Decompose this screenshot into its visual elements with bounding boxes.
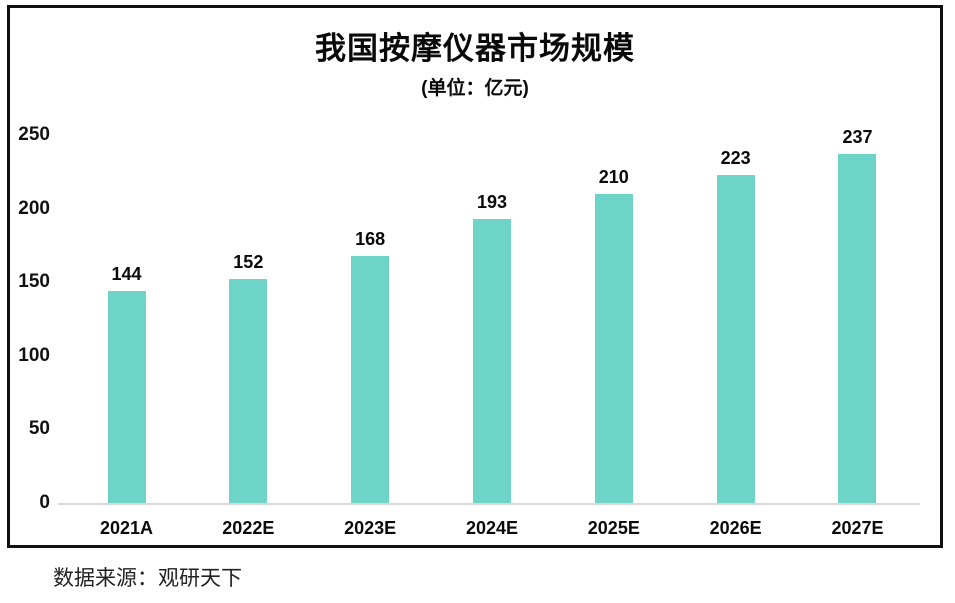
x-axis-tick-label: 2025E: [587, 518, 640, 538]
x-axis-tick-label: 2024E: [465, 518, 519, 538]
y-axis-tick-label: 0: [39, 492, 50, 513]
x-axis-tick-label: 2021A: [99, 518, 154, 538]
bar-value-label: 237: [842, 127, 873, 147]
bar-value-label: 152: [233, 252, 264, 272]
bar-2025E: [594, 194, 633, 503]
y-axis-tick-label: 150: [18, 271, 50, 293]
bar-2023E: [351, 256, 390, 503]
chart-title: 我国按摩仪器市场规模: [315, 31, 635, 66]
x-axis-tick-label: 2026E: [709, 518, 762, 538]
chart-subtitle: (单位：亿元): [421, 78, 529, 99]
bar-value-label: 193: [476, 192, 507, 212]
bar-value-label: 210: [598, 167, 629, 187]
y-axis-tick-label: 250: [18, 124, 50, 145]
y-axis-tick-label: 100: [18, 344, 50, 366]
y-axis-tick-label: 200: [18, 197, 50, 219]
x-axis-tick-label: 2023E: [344, 518, 397, 538]
bar-2024E: [472, 219, 511, 503]
chart-frame: 我国按摩仪器市场规模 (单位：亿元) 0 50 100 150 200 250 144 202…: [7, 5, 943, 548]
bar-2027E: [838, 154, 877, 503]
x-axis-tick-label: 2027E: [831, 518, 884, 538]
bar-2021A: [107, 291, 146, 503]
y-axis-tick-label: 50: [28, 418, 50, 440]
bar-2022E: [229, 279, 268, 503]
x-axis-tick-label: 2022E: [222, 518, 275, 538]
bar-value-label: 223: [720, 148, 751, 168]
bar-value-label: 168: [355, 229, 386, 249]
bar-2026E: [716, 175, 755, 503]
bar-value-label: 144: [111, 264, 142, 284]
x-axis-line: [58, 503, 920, 505]
data-source-label: 数据来源：观研天下: [53, 566, 242, 590]
